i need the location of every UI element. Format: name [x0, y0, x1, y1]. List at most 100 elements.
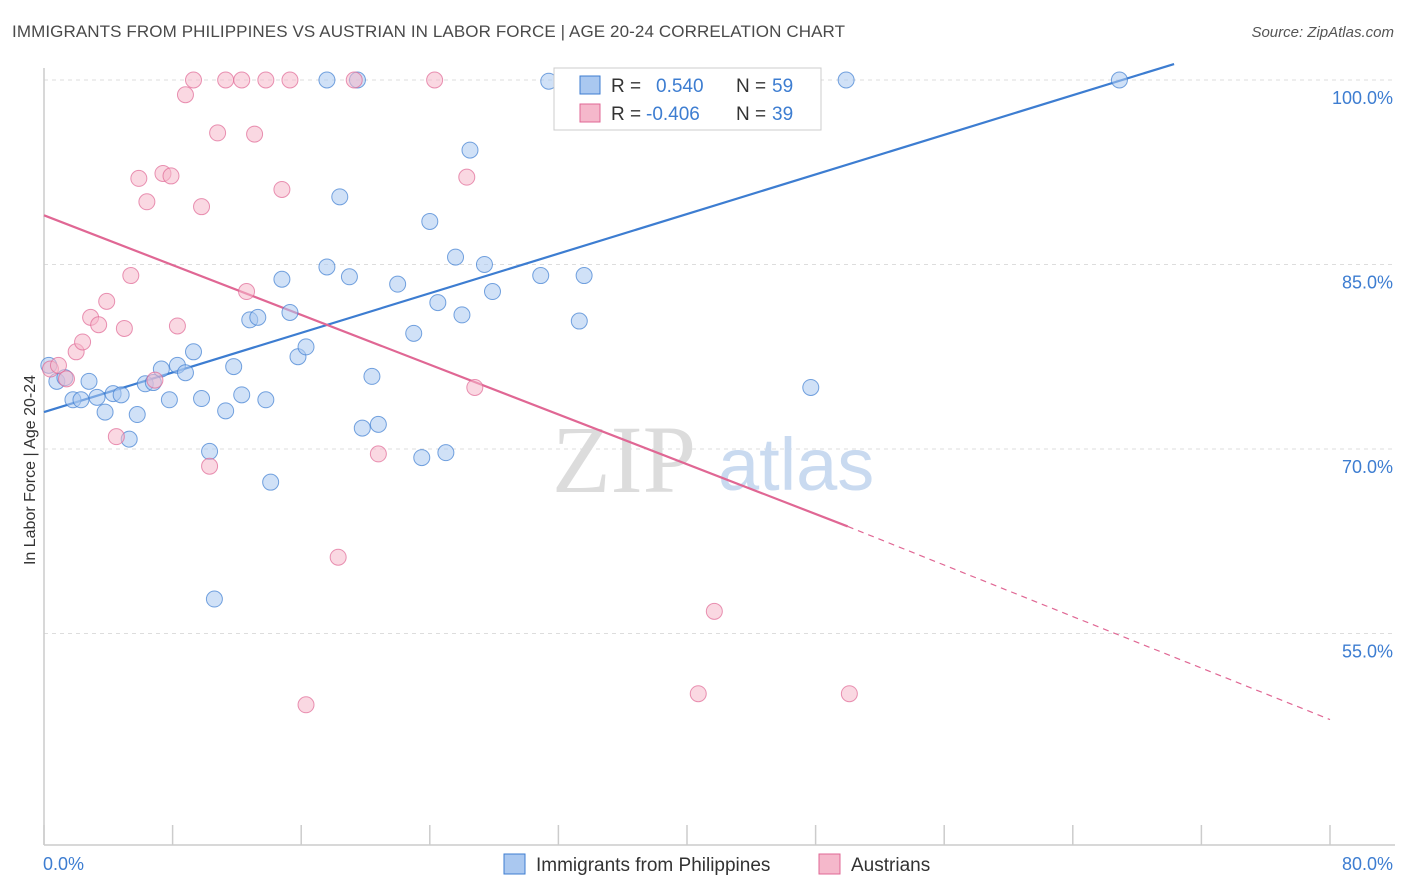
point-blue-7 [96, 403, 114, 421]
point-pink-19 [193, 198, 211, 216]
grid-lines [44, 79, 1395, 634]
watermark-atlas: atlas [718, 423, 874, 506]
point-blue-34 [331, 188, 349, 206]
x-tick-label-1: 80.0% [1342, 854, 1393, 874]
point-blue-19 [193, 390, 211, 408]
point-blue-39 [389, 275, 407, 293]
point-blue-23 [225, 358, 243, 376]
point-pink-32 [369, 445, 387, 463]
legend-n-label: N = [736, 76, 766, 97]
point-blue-27 [257, 391, 275, 409]
point-pink-13 [146, 371, 164, 389]
point-blue-49 [483, 283, 501, 301]
point-blue-44 [437, 444, 455, 462]
legend-n-label-2: N = [736, 104, 766, 125]
chart-title: IMMIGRANTS FROM PHILIPPINES VS AUSTRIAN … [12, 22, 846, 41]
bottom-legend-label-pink: Austrians [851, 855, 930, 876]
x-tick-label-0: 0.0% [43, 854, 84, 874]
y-tick-label-2: 70.0% [1342, 457, 1393, 477]
point-blue-30 [281, 303, 299, 321]
point-blue-46 [453, 306, 471, 324]
point-blue-38 [369, 415, 387, 433]
y-tick-labels: 100.0% 85.0% 70.0% 55.0% [1332, 88, 1393, 661]
point-blue-42 [421, 212, 439, 230]
bottom-legend-swatch-pink [818, 853, 841, 875]
point-pink-18 [184, 71, 202, 89]
point-pink-4 [74, 333, 92, 351]
point-pink-38 [840, 685, 858, 703]
legend-r-value-pink: -0.406 [646, 104, 700, 125]
legend-r-label: R = [611, 76, 641, 97]
point-pink-35 [466, 378, 484, 396]
point-pink-29 [297, 696, 315, 714]
point-blue-36 [353, 419, 371, 437]
data-points [40, 71, 1128, 714]
point-pink-34 [458, 168, 476, 186]
point-blue-6 [88, 388, 106, 406]
point-pink-2 [58, 370, 76, 388]
point-blue-45 [447, 248, 465, 266]
point-blue-9 [112, 386, 130, 404]
point-blue-56 [1110, 71, 1128, 89]
point-blue-15 [160, 391, 178, 409]
point-blue-41 [413, 449, 431, 467]
trend-line-dashed-pink [847, 525, 1331, 721]
point-pink-9 [115, 319, 133, 337]
point-pink-8 [107, 428, 125, 446]
point-pink-28 [281, 71, 299, 89]
point-pink-37 [705, 602, 723, 620]
point-blue-20 [201, 442, 219, 460]
point-blue-4 [72, 391, 90, 409]
point-blue-57 [318, 71, 336, 89]
point-blue-29 [273, 270, 291, 288]
legend-n-value-pink: 39 [772, 104, 793, 125]
point-pink-26 [257, 71, 275, 89]
legend-r-label-2: R = [611, 104, 641, 125]
point-pink-31 [345, 71, 363, 89]
x-tick-labels: 0.0% 80.0% [43, 854, 1393, 874]
trend-line-pink [43, 214, 849, 528]
point-pink-12 [138, 193, 156, 211]
point-pink-15 [162, 167, 180, 185]
trend-line-blue [43, 62, 1175, 414]
bottom-legend-label-blue: Immigrants from Philippines [536, 855, 770, 876]
point-pink-16 [168, 317, 186, 335]
y-tick-label-1: 85.0% [1342, 272, 1393, 292]
y-axis-title: In Labor Force | Age 20-24 [22, 375, 39, 565]
point-blue-26 [249, 308, 267, 326]
trend-lines [43, 62, 1331, 721]
point-pink-24 [238, 283, 256, 301]
legend-swatch-blue [579, 75, 601, 95]
point-blue-40 [405, 324, 423, 342]
y-tick-label-0: 100.0% [1332, 88, 1393, 108]
bottom-legend-swatch-blue [503, 853, 526, 875]
point-blue-21 [205, 590, 223, 608]
point-blue-53 [575, 267, 593, 285]
point-pink-30 [329, 548, 347, 566]
point-blue-55 [837, 71, 855, 89]
point-pink-36 [689, 685, 707, 703]
point-pink-22 [217, 71, 235, 89]
point-pink-21 [209, 124, 227, 142]
y-tick-label-3: 55.0% [1342, 641, 1393, 661]
point-blue-33 [318, 258, 336, 276]
point-blue-48 [475, 255, 493, 273]
point-blue-37 [363, 367, 381, 385]
bottom-legend: Immigrants from Philippines Austrians [503, 853, 930, 876]
point-blue-24 [233, 386, 251, 404]
point-pink-1 [49, 356, 67, 374]
point-pink-6 [90, 316, 108, 334]
point-blue-54 [802, 378, 820, 396]
point-pink-20 [201, 457, 219, 475]
point-blue-32 [297, 338, 315, 356]
legend-box: R = 0.540 N = 59 R = -0.406 N = 39 [553, 67, 822, 131]
point-pink-27 [273, 180, 291, 198]
point-blue-17 [176, 364, 194, 382]
point-pink-7 [98, 292, 116, 310]
point-blue-11 [128, 406, 146, 424]
legend-r-value-blue: 0.540 [656, 76, 704, 97]
point-pink-10 [122, 267, 140, 285]
point-blue-47 [461, 141, 479, 159]
point-blue-18 [184, 343, 202, 361]
